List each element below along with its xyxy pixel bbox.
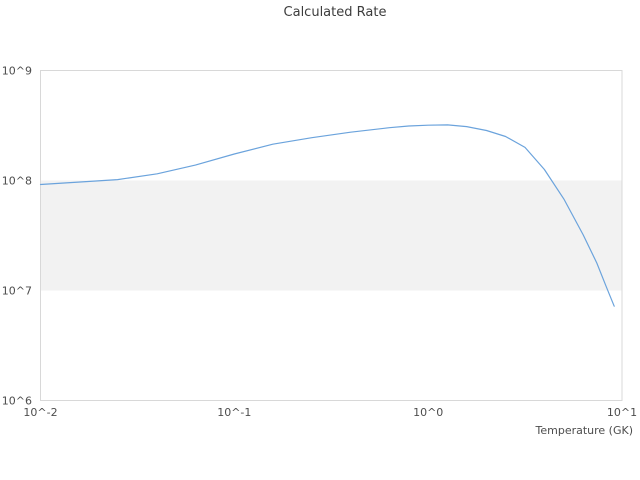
x-tick-label: 10^-2: [23, 406, 57, 419]
y-tick-labels: 10^6 10^7 10^8 10^9: [2, 64, 32, 407]
rate-line: [39, 124, 615, 307]
shaded-band: [40, 180, 622, 291]
chart-title: Calculated Rate: [284, 5, 387, 20]
y-tick-label: 10^6: [2, 394, 32, 407]
y-tick-label: 10^8: [2, 174, 32, 187]
x-tick-label: 10^1: [607, 406, 637, 419]
x-tick-labels: 10^-2 10^-1 10^0 10^1: [23, 406, 637, 419]
x-tick-label: 10^-1: [217, 406, 251, 419]
x-axis-title: Temperature (GK): [535, 424, 634, 437]
x-tick-label: 10^0: [413, 406, 443, 419]
plot-border: [40, 70, 623, 401]
y-tick-label: 10^7: [2, 284, 32, 297]
y-tick-label: 10^9: [2, 64, 32, 77]
